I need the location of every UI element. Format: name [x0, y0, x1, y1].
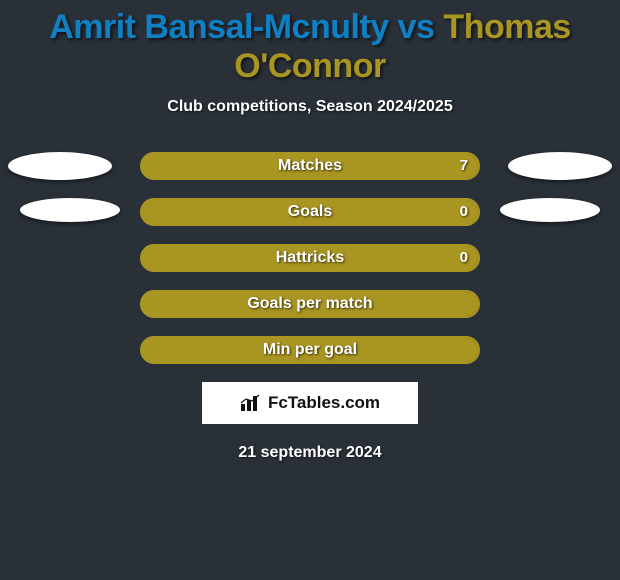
stat-row: Goals0 — [0, 198, 620, 226]
page-title: Amrit Bansal-Mcnulty vs Thomas O'Connor — [0, 0, 620, 86]
logo-text: FcTables.com — [268, 393, 380, 413]
stat-row: Min per goal — [0, 336, 620, 364]
title-sep: vs — [389, 8, 444, 46]
left-marker-ellipse — [20, 198, 120, 222]
stat-row: Matches7 — [0, 152, 620, 180]
stat-value-right: 7 — [140, 152, 468, 180]
stat-value-right: 0 — [140, 198, 468, 226]
right-marker-ellipse — [500, 198, 600, 222]
stat-label: Goals per match — [140, 290, 480, 318]
logo-box: FcTables.com — [202, 382, 418, 424]
stat-label: Min per goal — [140, 336, 480, 364]
bar-chart-icon — [240, 394, 262, 412]
subtitle: Club competitions, Season 2024/2025 — [0, 98, 620, 116]
left-marker-ellipse — [8, 152, 112, 180]
title-player1: Amrit Bansal-Mcnulty — [49, 8, 389, 46]
infographic-container: Amrit Bansal-Mcnulty vs Thomas O'Connor … — [0, 0, 620, 580]
right-marker-ellipse — [508, 152, 612, 180]
stat-rows: Matches7 Goals0 Hattricks0 Goals per match M… — [0, 152, 620, 364]
date-line: 21 september 2024 — [0, 444, 620, 462]
stat-row: Goals per match — [0, 290, 620, 318]
stat-row: Hattricks0 — [0, 244, 620, 272]
stat-value-right: 0 — [140, 244, 468, 272]
